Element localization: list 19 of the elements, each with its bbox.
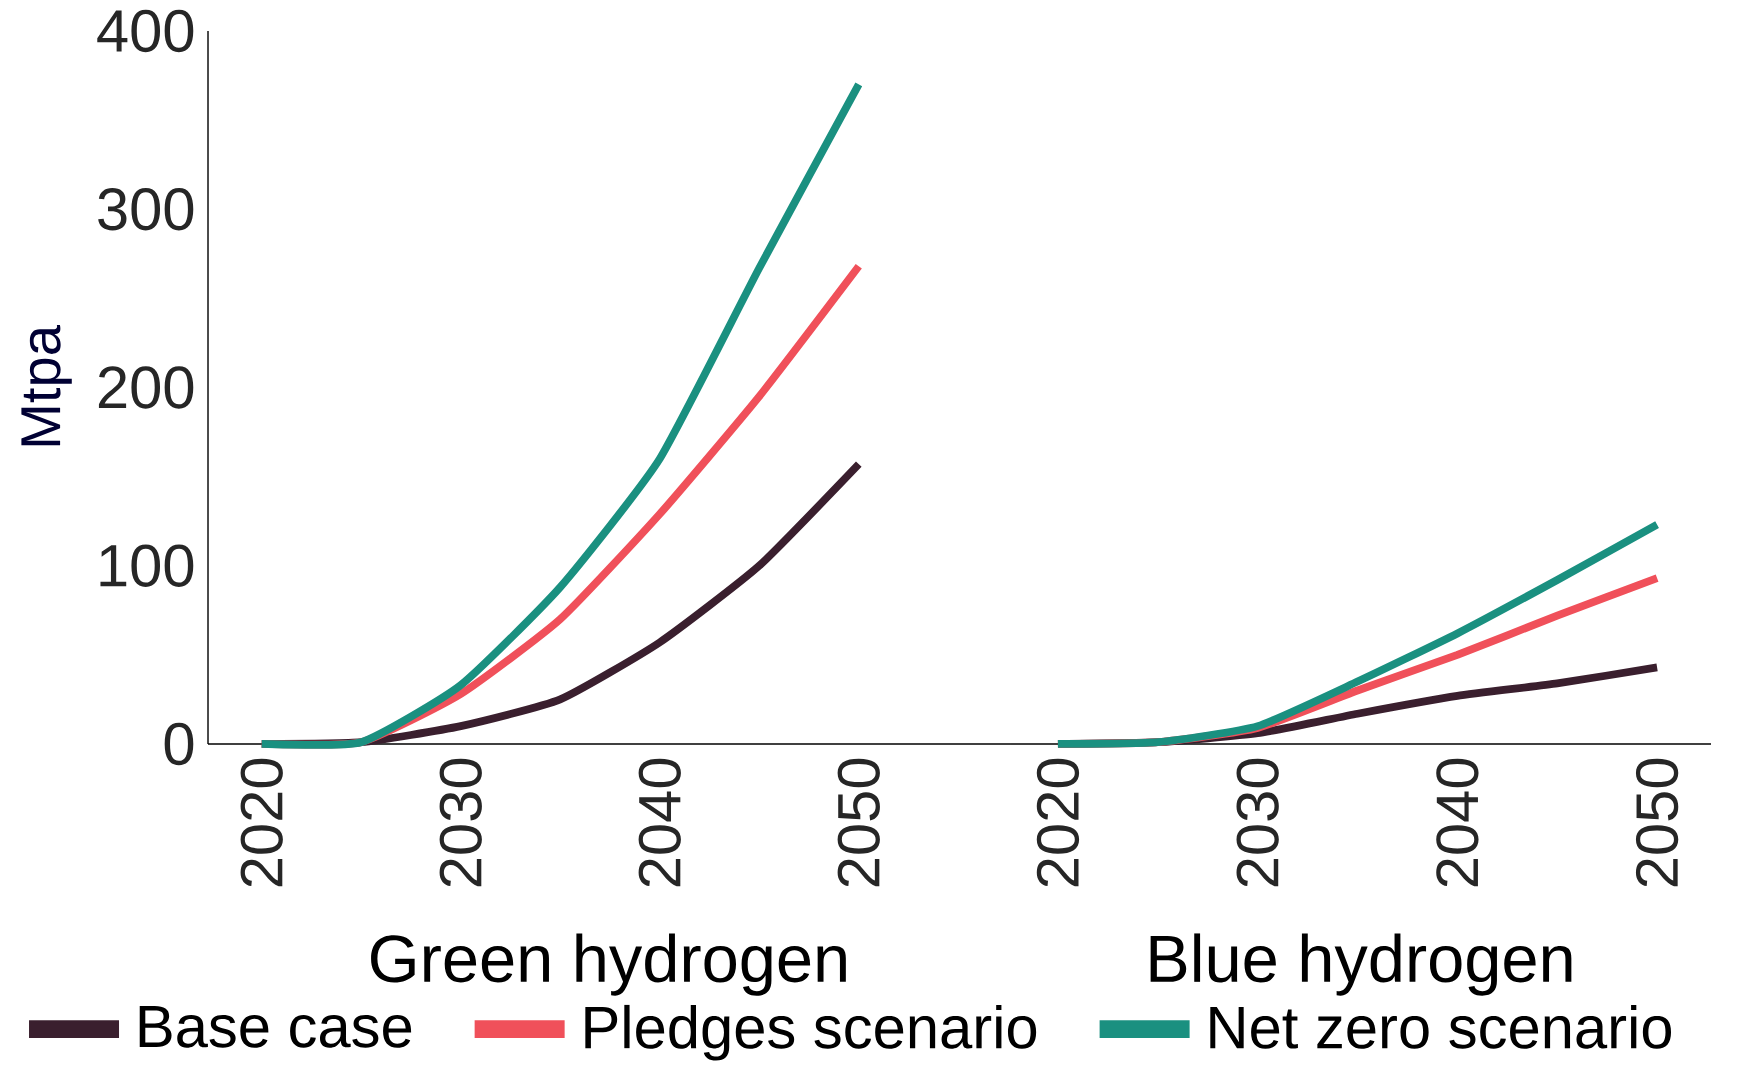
y-tick-label: 400: [97, 9, 194, 53]
x-tick-label: 2020: [240, 758, 283, 887]
x-tick-label: 2040: [638, 758, 681, 887]
y-tick-label: 300: [98, 188, 194, 231]
x-tick-label: 2040: [1436, 758, 1479, 887]
legend-label: Net zero scenario: [1210, 1004, 1672, 1049]
x-axis-title: Green hydrogen: [371, 933, 846, 996]
y-tick-label: 200: [98, 366, 194, 409]
y-tick-label: 100: [100, 544, 194, 587]
legend-label: Base case: [139, 1005, 412, 1048]
y-axis-title: Mtpa: [21, 325, 72, 446]
legend-label: Pledges scenario: [585, 1004, 1037, 1061]
x-axis-title: Blue hydrogen: [1150, 933, 1572, 996]
x-tick-label: 2030: [1236, 758, 1279, 887]
x-tick-label: 2050: [1635, 758, 1679, 887]
y-tick-label: 0: [164, 722, 194, 766]
x-tick-label: 2020: [1036, 758, 1080, 887]
x-tick-label: 2050: [837, 758, 880, 887]
x-tick-label: 2030: [439, 758, 482, 887]
